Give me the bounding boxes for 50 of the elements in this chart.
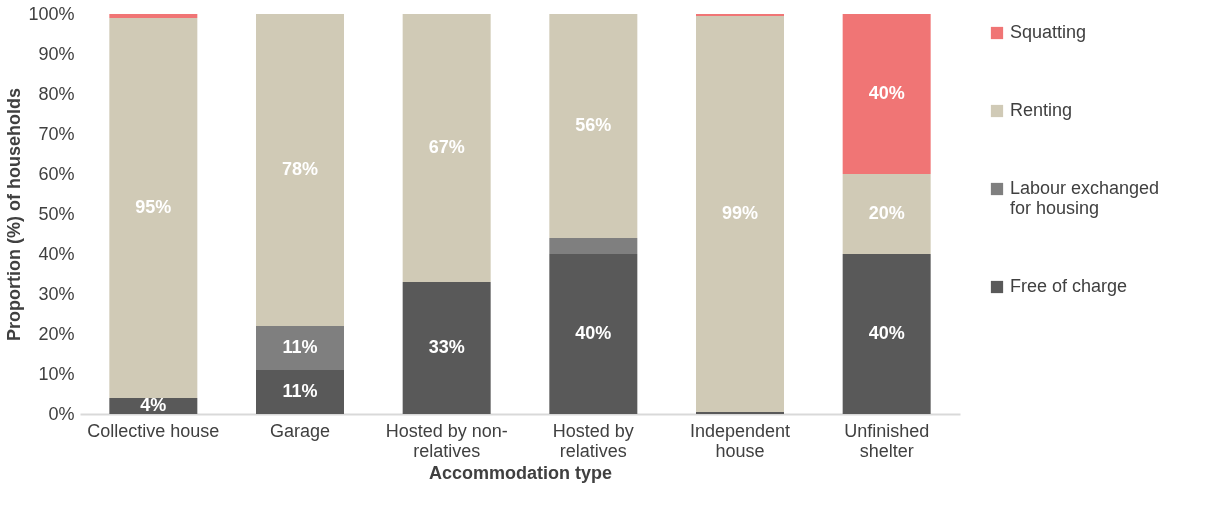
bar [256,14,344,326]
bar [109,14,198,18]
y-tick-label: 60% [38,163,75,184]
data-label: 11% [282,337,318,357]
data-label: 4% [140,395,167,415]
y-axis-title: Proportion (%) of households [4,88,25,341]
x-axis-title: Accommodation type [428,462,613,483]
y-tick-label: 40% [38,243,75,264]
bar [256,326,344,370]
bar [549,238,638,254]
bar [549,254,638,414]
data-label: 40% [575,323,612,343]
data-label: 67% [428,137,465,157]
y-tick-label: 0% [48,403,75,424]
legend-label: Free of charge [1010,276,1128,296]
data-label: 20% [868,203,905,223]
bar [256,370,344,414]
y-tick-label: 10% [38,363,75,384]
legend-label: Squatting [1010,22,1087,42]
legend-label: Labour exchanged for housing [1010,178,1160,218]
data-label: 40% [868,83,905,103]
x-tick-label: Hosted by relatives [552,420,634,461]
y-tick-label: 20% [38,323,75,344]
x-tick-label: Collective house [87,420,220,441]
data-label: 99% [721,203,759,223]
bar [402,282,491,414]
data-label: 33% [428,337,465,357]
y-tick-label: 50% [38,203,75,224]
data-label: 78% [281,159,319,179]
data-label: 11% [282,381,318,401]
y-tick-label: 90% [38,43,75,64]
y-tick-label: 80% [38,83,75,104]
bar [402,14,491,282]
bar [842,254,931,414]
x-tick-label: Hosted by non-relatives [385,420,508,461]
data-label: 56% [575,115,612,135]
data-label: 95% [135,197,172,217]
bar [549,14,638,238]
x-tick-label: Independent house [689,420,791,461]
data-label: 40% [868,323,905,343]
bar [696,16,784,412]
y-tick-label: 70% [38,123,75,144]
bar [109,18,198,398]
x-tick-label: Garage [269,420,331,441]
legend-label: Renting [1010,100,1073,120]
bar [842,174,931,254]
y-tick-label: 30% [38,283,75,304]
x-tick-label: Unfinished shelter [844,420,930,461]
bar [842,14,931,174]
y-tick-label: 100% [28,3,75,24]
